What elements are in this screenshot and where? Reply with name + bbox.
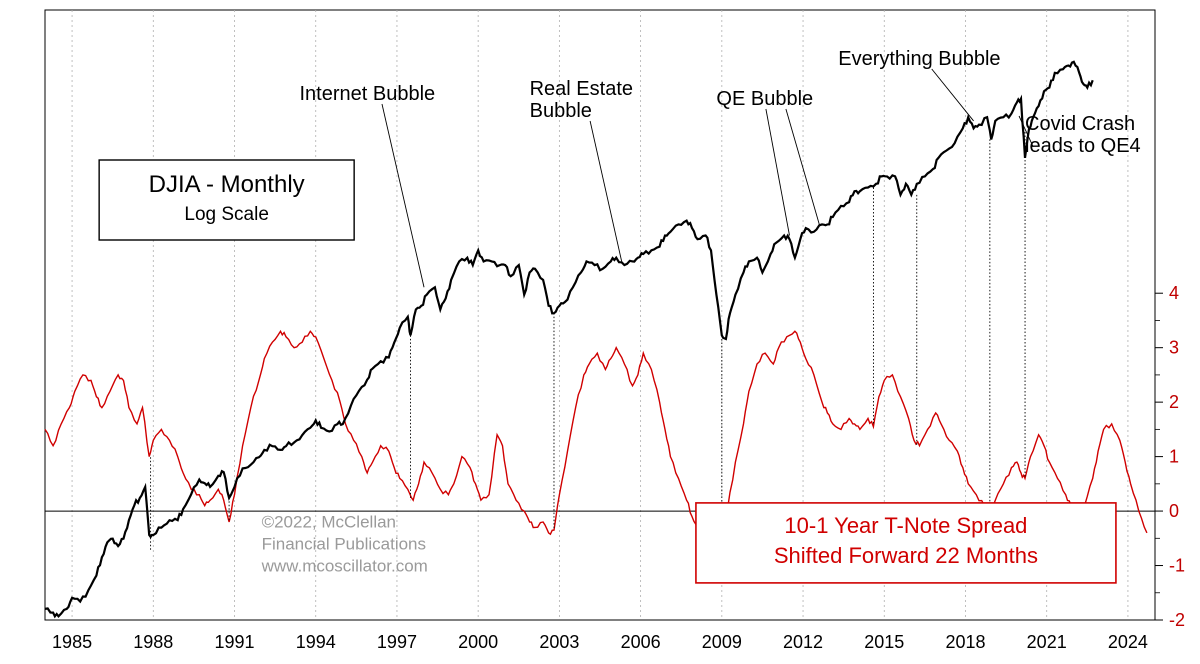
y-tick-label: -2 bbox=[1169, 610, 1185, 630]
copyright-line: Financial Publications bbox=[262, 534, 426, 553]
chart-svg: -2 -1 0 1 2 3 4 1985 1988 1991 1994 1997 2000 2003 200… bbox=[0, 0, 1200, 664]
y-axis-right: -2 -1 0 1 2 3 4 bbox=[1155, 283, 1185, 630]
title-main: DJIA - Monthly bbox=[149, 171, 305, 198]
legend-line1: 10-1 Year T-Note Spread bbox=[784, 513, 1027, 538]
annotation-label: Bubble bbox=[530, 100, 592, 122]
x-tick-label: 1988 bbox=[133, 632, 173, 652]
x-tick-label: 1991 bbox=[214, 632, 254, 652]
x-tick-label: 2024 bbox=[1108, 632, 1148, 652]
x-tick-label: 2018 bbox=[945, 632, 985, 652]
x-tick-label: 2006 bbox=[621, 632, 661, 652]
annotation-label: Real Estate bbox=[530, 78, 633, 100]
annotation-label: Covid Crash bbox=[1025, 113, 1135, 135]
x-tick-label: 2012 bbox=[783, 632, 823, 652]
x-tick-label: 1994 bbox=[296, 632, 336, 652]
copyright-block: ©2022, McClellan Financial Publications ww… bbox=[261, 512, 428, 575]
annotation-label: Everything Bubble bbox=[838, 48, 1000, 70]
y-tick-label: 1 bbox=[1169, 447, 1179, 467]
djia-spread-chart: -2 -1 0 1 2 3 4 1985 1988 1991 1994 1997 2000 2003 200… bbox=[0, 0, 1200, 664]
annotation-label: Internet Bubble bbox=[299, 83, 435, 105]
y-tick-label: 3 bbox=[1169, 338, 1179, 358]
annotation-label: leads to QE4 bbox=[1025, 135, 1141, 157]
x-tick-label: 2000 bbox=[458, 632, 498, 652]
x-tick-label: 2015 bbox=[864, 632, 904, 652]
y-tick-label: -1 bbox=[1169, 556, 1185, 576]
annotation-label: QE Bubble bbox=[716, 88, 813, 110]
spread-legend-box: 10-1 Year T-Note Spread Shifted Forward 2… bbox=[696, 503, 1116, 583]
copyright-line: www.mcoscillator.com bbox=[261, 556, 428, 575]
legend-line2: Shifted Forward 22 Months bbox=[774, 543, 1038, 568]
x-tick-label: 1997 bbox=[377, 632, 417, 652]
x-tick-label: 2003 bbox=[539, 632, 579, 652]
y-tick-label: 2 bbox=[1169, 392, 1179, 412]
copyright-line: ©2022, McClellan bbox=[262, 512, 396, 531]
title-sub: Log Scale bbox=[184, 204, 269, 225]
x-axis-labels: 1985 1988 1991 1994 1997 2000 2003 2006 2009 2012… bbox=[52, 632, 1148, 652]
annotations: Internet Bubble Real EstateBubble QE Bubbl… bbox=[299, 48, 1140, 287]
y-tick-label: 0 bbox=[1169, 501, 1179, 521]
title-box: DJIA - Monthly Log Scale bbox=[99, 160, 354, 240]
x-tick-label: 1985 bbox=[52, 632, 92, 652]
x-tick-label: 2021 bbox=[1027, 632, 1067, 652]
x-tick-label: 2009 bbox=[702, 632, 742, 652]
y-tick-label: 4 bbox=[1169, 283, 1179, 303]
